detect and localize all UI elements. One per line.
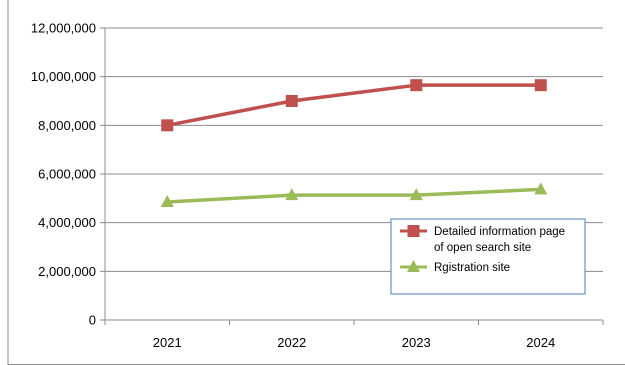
legend-swatch-marker	[407, 260, 420, 272]
legend-label: of open search site	[434, 242, 531, 254]
x-tick-label: 2024	[526, 335, 555, 350]
legend-label: Detailed information page	[434, 226, 565, 238]
x-tick-label: 2022	[277, 335, 306, 350]
y-tick-label: 10,000,000	[31, 69, 96, 84]
data-point	[285, 95, 298, 107]
data-point	[285, 188, 299, 201]
y-axis-ticks: 0 2,000,000 4,000,000 6,000,000 8,000,000 10,…	[31, 21, 105, 328]
series-1	[161, 79, 547, 132]
series-line	[167, 187, 541, 204]
y-tick-label: 4,000,000	[38, 215, 96, 230]
series	[160, 79, 548, 207]
y-tick-label: 12,000,000	[31, 21, 96, 36]
x-tick-label: 2021	[153, 335, 182, 350]
data-point	[534, 79, 547, 92]
y-tick-label: 2,000,000	[38, 264, 96, 279]
x-tick-label: 2023	[402, 335, 431, 350]
legend-label: Rgistration site	[434, 262, 510, 274]
data-point	[160, 194, 174, 207]
y-tick-label: 8,000,000	[38, 118, 96, 133]
data-point	[410, 79, 423, 92]
axes	[7, 0, 625, 365]
data-point	[409, 188, 423, 201]
data-point	[534, 182, 548, 195]
x-axis-ticks: 2021 2022 2023 2024	[104, 320, 604, 350]
legend-swatch-marker	[407, 225, 420, 237]
series-line	[166, 83, 541, 128]
y-tick-label: 0	[89, 313, 96, 328]
legend: Detailed information page of open search …	[390, 218, 586, 295]
series-2	[160, 182, 548, 207]
data-point	[161, 119, 174, 132]
y-tick-label: 6,000,000	[38, 167, 96, 182]
